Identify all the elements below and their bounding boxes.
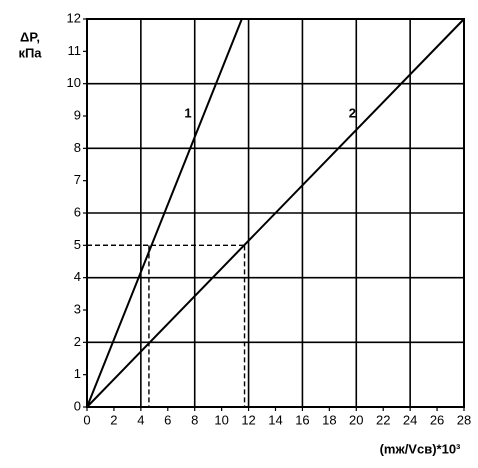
- x-tick-label: 2: [110, 412, 117, 427]
- x-tick-label: 26: [430, 412, 444, 427]
- series-label: 1: [184, 105, 191, 120]
- plot-frame: [86, 18, 465, 408]
- x-tick-label: 4: [137, 412, 144, 427]
- y-tick-label: 3: [74, 301, 81, 316]
- x-tick-label: 14: [268, 412, 282, 427]
- x-tick-label: 18: [322, 412, 336, 427]
- y-tick-label: 1: [74, 366, 81, 381]
- x-tick-label: 8: [191, 412, 198, 427]
- y-tick-label: 9: [74, 107, 81, 122]
- y-tick-label: 7: [74, 172, 81, 187]
- y-tick-label: 2: [74, 334, 81, 349]
- series-line: [86, 18, 465, 408]
- y-axis-label: кПа: [18, 45, 42, 60]
- y-tick-label: 11: [68, 43, 82, 58]
- y-tick-label: 4: [74, 269, 81, 284]
- y-axis-label: ΔP,: [20, 29, 40, 44]
- y-tick-label: 5: [74, 237, 81, 252]
- x-tick-label: 12: [241, 412, 255, 427]
- x-axis-label: (mж/Vсв)*10³: [380, 441, 461, 456]
- x-tick-label: 28: [457, 412, 471, 427]
- y-tick-label: 6: [74, 204, 81, 219]
- y-tick-label: 10: [67, 75, 81, 90]
- x-tick-label: 16: [295, 412, 309, 427]
- y-tick-label: 12: [67, 10, 81, 25]
- x-tick-label: 10: [214, 412, 228, 427]
- series-label: 2: [349, 105, 356, 120]
- x-tick-label: 20: [349, 412, 363, 427]
- x-tick-label: 24: [403, 412, 417, 427]
- x-tick-label: 0: [83, 412, 90, 427]
- y-tick-label: 0: [74, 398, 81, 413]
- x-tick-label: 6: [164, 412, 171, 427]
- y-tick-label: 8: [74, 140, 81, 155]
- series-line: [86, 18, 243, 408]
- x-tick-label: 22: [376, 412, 390, 427]
